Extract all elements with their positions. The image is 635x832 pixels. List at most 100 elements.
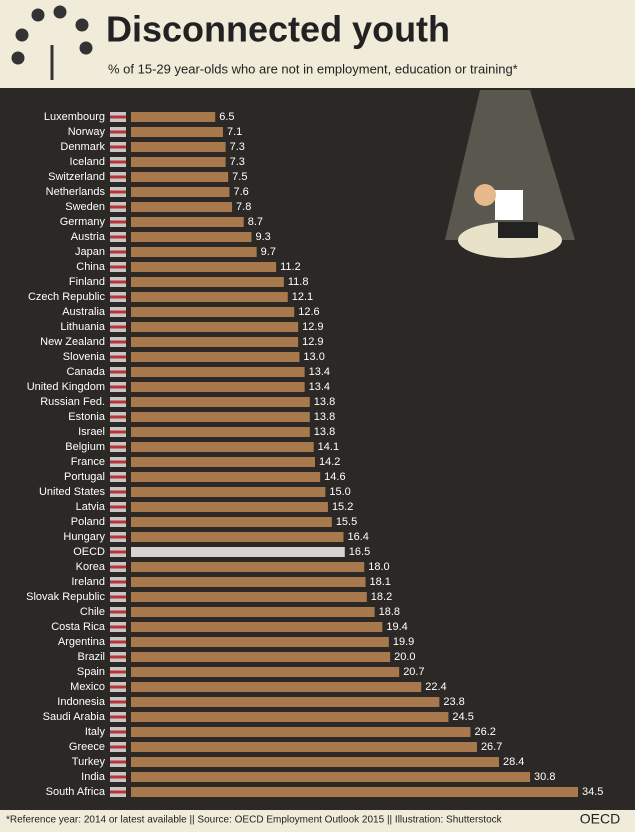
category-label: Brazil [77,651,105,663]
flag-stripe [110,295,126,299]
value-label: 18.2 [371,591,392,603]
flag-stripe [110,505,126,509]
value-label: 14.6 [324,471,345,483]
header-icon [11,5,93,80]
value-label: 18.1 [370,576,391,588]
value-label: 26.2 [474,726,495,738]
bar [131,262,277,272]
category-label: Finland [69,276,105,288]
bar [131,112,216,122]
bar [131,472,321,482]
value-label: 22.4 [425,681,446,693]
flag-stripe [110,700,126,704]
bar [131,217,244,227]
bar [131,322,299,332]
category-label: China [76,261,106,273]
value-label: 7.1 [227,126,242,138]
bar [131,307,295,317]
value-label: 18.0 [368,561,389,573]
header-bg [0,0,635,88]
bar [131,232,252,242]
flag-stripe [110,190,126,194]
flag-stripe [110,490,126,494]
chart-title: Disconnected youth [106,9,450,50]
value-label: 13.0 [303,351,324,363]
category-label: India [81,771,106,783]
value-label: 11.8 [288,276,309,288]
value-label: 14.2 [319,456,340,468]
value-label: 7.8 [236,201,251,213]
category-label: Spain [77,666,105,678]
category-label: Norway [68,126,106,138]
value-label: 34.5 [582,786,603,798]
chart-subtitle: % of 15-29 year-olds who are not in empl… [108,61,518,76]
value-label: 13.4 [309,366,330,378]
category-label: Korea [76,561,106,573]
bar [131,292,288,302]
category-label: Saudi Arabia [43,711,106,723]
bar [131,712,449,722]
value-label: 12.9 [302,336,323,348]
flag-stripe [110,760,126,764]
category-label: Israel [78,426,105,438]
category-label: Slovenia [63,351,106,363]
category-label: Japan [75,246,105,258]
value-label: 13.8 [314,411,335,423]
category-label: United Kingdom [27,381,105,393]
flag-stripe [110,715,126,719]
value-label: 20.7 [403,666,424,678]
flag-stripe [110,655,126,659]
bar [131,622,383,632]
value-label: 30.8 [534,771,555,783]
value-label: 19.4 [386,621,407,633]
flag-stripe [110,325,126,329]
value-label: 20.0 [394,651,415,663]
flag-stripe [110,610,126,614]
bar [131,187,230,197]
bar [131,142,226,152]
category-label: South Africa [46,786,106,798]
bar [131,502,328,512]
value-label: 9.3 [255,231,270,243]
flag-stripe [110,550,126,554]
value-label: 13.8 [314,426,335,438]
value-label: 13.8 [314,396,335,408]
bar [131,697,440,707]
category-label: Lithuania [60,321,106,333]
category-label: Italy [85,726,106,738]
category-label: Portugal [64,471,105,483]
category-label: New Zealand [40,336,105,348]
category-label: Netherlands [46,186,106,198]
bar [131,577,366,587]
flag-stripe [110,280,126,284]
flag-stripe [110,595,126,599]
category-label: Denmark [60,141,105,153]
value-label: 14.1 [318,441,339,453]
value-label: 26.7 [481,741,502,753]
value-label: 7.3 [230,156,245,168]
value-label: 15.0 [329,486,350,498]
flag-stripe [110,580,126,584]
value-label: 24.5 [452,711,473,723]
flag-stripe [110,535,126,539]
category-label: Turkey [72,756,106,768]
bar [131,337,299,347]
flag-stripe [110,400,126,404]
bar [131,157,226,167]
value-label: 16.5 [349,546,370,558]
bar [131,442,314,452]
flag-stripe [110,250,126,254]
value-label: 18.8 [379,606,400,618]
flag-stripe [110,265,126,269]
category-label: Estonia [68,411,106,423]
value-label: 12.9 [302,321,323,333]
category-label: Ireland [71,576,105,588]
value-label: 15.2 [332,501,353,513]
flag-stripe [110,625,126,629]
bar [131,382,305,392]
bar [131,547,345,557]
flag-stripe [110,355,126,359]
flag-stripe [110,430,126,434]
value-label: 9.7 [261,246,276,258]
